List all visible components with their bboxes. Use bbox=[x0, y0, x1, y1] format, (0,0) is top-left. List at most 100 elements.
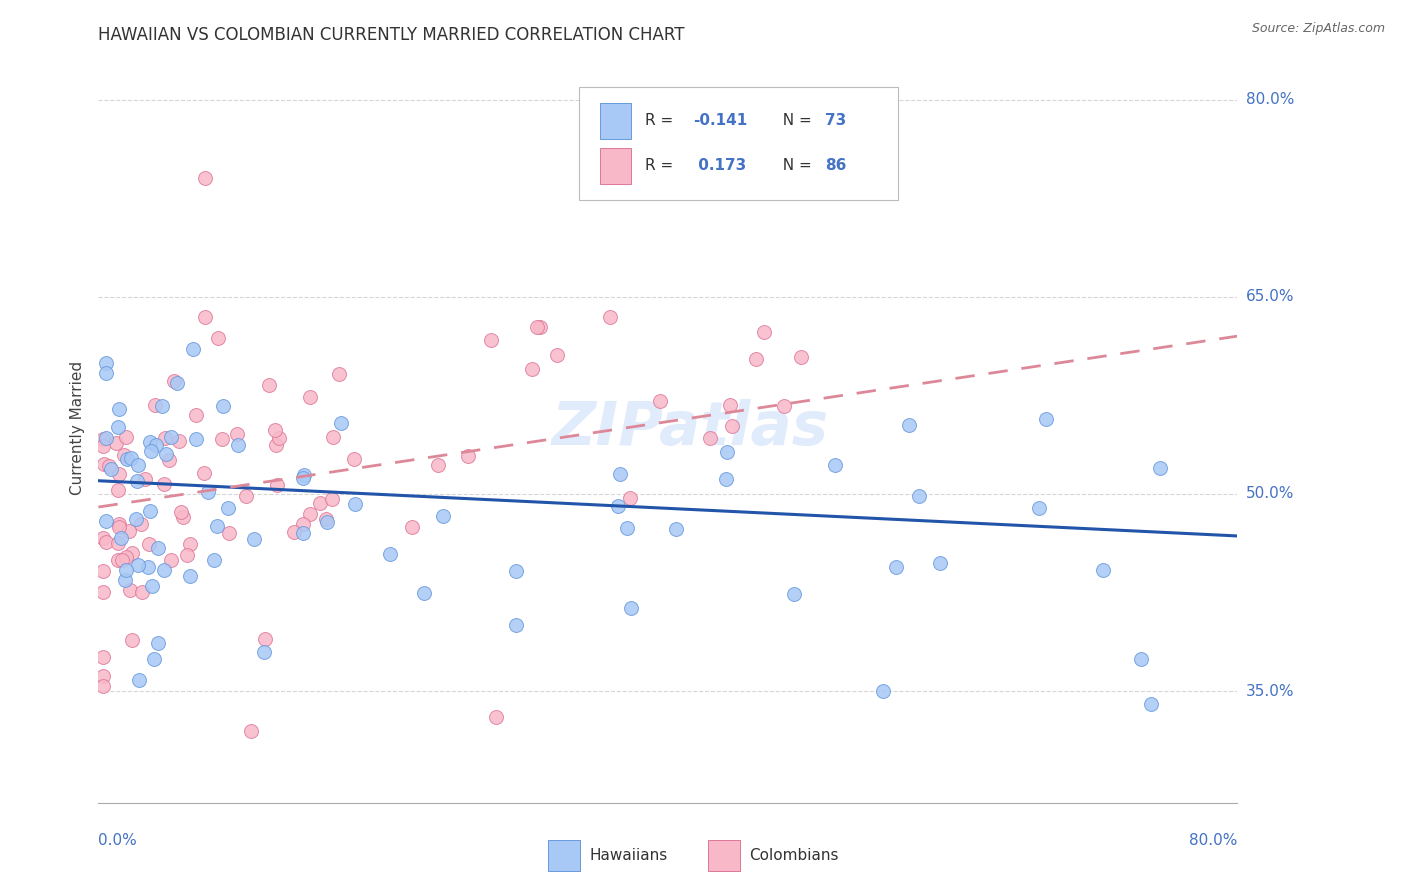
Point bbox=[150, 399, 173, 413]
Point bbox=[118, 583, 141, 598]
Point bbox=[134, 472, 156, 486]
Point bbox=[217, 501, 239, 516]
Point bbox=[752, 326, 775, 340]
Point bbox=[898, 417, 921, 432]
Point bbox=[616, 521, 638, 535]
Point bbox=[239, 723, 262, 738]
Point bbox=[343, 497, 366, 511]
Point bbox=[529, 320, 551, 334]
Point bbox=[141, 579, 163, 593]
Text: HAWAIIAN VS COLOMBIAN CURRENTLY MARRIED CORRELATION CHART: HAWAIIAN VS COLOMBIAN CURRENTLY MARRIED … bbox=[98, 26, 685, 44]
Point bbox=[619, 491, 641, 506]
Point bbox=[321, 492, 343, 507]
Point bbox=[93, 457, 115, 471]
Point bbox=[283, 525, 305, 540]
Point bbox=[1149, 461, 1171, 475]
Point bbox=[108, 467, 131, 482]
Point bbox=[91, 432, 114, 446]
Point bbox=[114, 574, 136, 588]
Point bbox=[299, 390, 322, 404]
Point bbox=[316, 515, 339, 529]
Point bbox=[253, 632, 276, 646]
Point bbox=[599, 310, 621, 325]
Point bbox=[1091, 563, 1114, 577]
Point bbox=[93, 679, 115, 693]
Point bbox=[104, 435, 127, 450]
Text: R =: R = bbox=[645, 159, 678, 173]
Text: ZIPatlas: ZIPatlas bbox=[553, 399, 830, 458]
Point bbox=[609, 467, 631, 481]
Text: 86: 86 bbox=[825, 159, 846, 173]
Point bbox=[153, 563, 176, 577]
Point bbox=[330, 417, 353, 431]
Point bbox=[121, 632, 143, 647]
Point bbox=[131, 516, 153, 531]
Point bbox=[160, 553, 183, 567]
Point bbox=[401, 519, 423, 533]
Point bbox=[91, 584, 114, 599]
Point bbox=[457, 450, 479, 464]
Point bbox=[94, 514, 117, 528]
Point bbox=[745, 351, 768, 366]
Point bbox=[292, 468, 315, 483]
Point bbox=[108, 517, 131, 532]
Point bbox=[166, 376, 188, 391]
Point bbox=[505, 565, 527, 579]
Point bbox=[235, 489, 257, 503]
Point bbox=[121, 546, 143, 560]
Point bbox=[107, 552, 129, 566]
Text: N =: N = bbox=[773, 113, 817, 128]
FancyBboxPatch shape bbox=[599, 148, 631, 184]
Point bbox=[91, 649, 114, 664]
Text: N =: N = bbox=[773, 159, 817, 173]
Point bbox=[1140, 697, 1163, 711]
Point bbox=[505, 618, 527, 632]
Text: Colombians: Colombians bbox=[749, 847, 838, 863]
Point bbox=[146, 541, 169, 556]
Point bbox=[1035, 412, 1057, 426]
Point bbox=[226, 438, 249, 452]
Point bbox=[124, 512, 146, 526]
Point bbox=[824, 458, 846, 472]
Point bbox=[716, 444, 738, 458]
Point bbox=[328, 367, 350, 381]
Point bbox=[299, 507, 322, 521]
Point bbox=[172, 509, 194, 524]
Point bbox=[773, 399, 796, 413]
Text: R =: R = bbox=[645, 113, 678, 128]
Point bbox=[485, 710, 508, 724]
Point bbox=[179, 569, 201, 583]
Point bbox=[522, 361, 544, 376]
Point bbox=[153, 477, 176, 491]
Text: 0.173: 0.173 bbox=[693, 159, 747, 173]
Point bbox=[291, 470, 314, 484]
Point bbox=[479, 333, 502, 347]
Point bbox=[194, 171, 217, 186]
Point bbox=[413, 586, 436, 600]
Point bbox=[142, 652, 165, 666]
Text: 65.0%: 65.0% bbox=[1246, 289, 1294, 304]
Point bbox=[115, 549, 138, 564]
Point bbox=[139, 435, 162, 450]
Point bbox=[322, 430, 344, 444]
Point bbox=[194, 310, 217, 324]
Point bbox=[163, 374, 186, 388]
Point bbox=[243, 533, 266, 547]
Point bbox=[266, 477, 288, 491]
Point bbox=[127, 474, 149, 488]
Text: 35.0%: 35.0% bbox=[1246, 683, 1294, 698]
Point bbox=[118, 524, 141, 538]
Text: Hawaiians: Hawaiians bbox=[589, 847, 668, 863]
Point bbox=[218, 526, 240, 541]
Point bbox=[292, 516, 315, 531]
Point bbox=[91, 669, 114, 683]
Point bbox=[211, 432, 233, 446]
Point bbox=[155, 431, 177, 445]
Point bbox=[181, 343, 204, 357]
Point bbox=[108, 402, 131, 417]
Point bbox=[263, 423, 285, 437]
Point bbox=[107, 419, 129, 434]
Point bbox=[176, 548, 198, 562]
Point bbox=[169, 434, 191, 448]
Text: 0.0%: 0.0% bbox=[98, 833, 138, 848]
